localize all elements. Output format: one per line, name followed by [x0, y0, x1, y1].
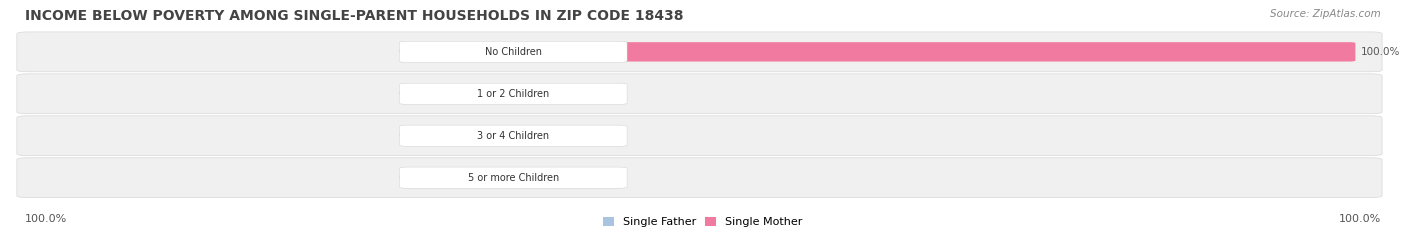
Text: 0.0%: 0.0% — [398, 173, 425, 183]
FancyBboxPatch shape — [399, 83, 627, 104]
Text: 0.0%: 0.0% — [398, 47, 425, 57]
Text: 1 or 2 Children: 1 or 2 Children — [477, 89, 550, 99]
FancyBboxPatch shape — [430, 168, 519, 187]
FancyBboxPatch shape — [508, 168, 582, 187]
Text: 100.0%: 100.0% — [1339, 214, 1381, 224]
FancyBboxPatch shape — [508, 84, 582, 103]
Text: 0.0%: 0.0% — [588, 173, 614, 183]
Text: 0.0%: 0.0% — [398, 131, 425, 141]
FancyBboxPatch shape — [399, 167, 627, 188]
Text: Source: ZipAtlas.com: Source: ZipAtlas.com — [1270, 9, 1381, 19]
Text: No Children: No Children — [485, 47, 541, 57]
FancyBboxPatch shape — [17, 158, 1382, 198]
FancyBboxPatch shape — [508, 42, 1355, 62]
Text: 0.0%: 0.0% — [398, 89, 425, 99]
FancyBboxPatch shape — [430, 126, 519, 145]
FancyBboxPatch shape — [399, 41, 627, 62]
FancyBboxPatch shape — [399, 125, 627, 146]
FancyBboxPatch shape — [430, 42, 519, 62]
Legend: Single Father, Single Mother: Single Father, Single Mother — [603, 217, 803, 227]
FancyBboxPatch shape — [508, 126, 582, 145]
FancyBboxPatch shape — [430, 84, 519, 103]
Text: 3 or 4 Children: 3 or 4 Children — [477, 131, 550, 141]
Text: 5 or more Children: 5 or more Children — [468, 173, 558, 183]
Text: INCOME BELOW POVERTY AMONG SINGLE-PARENT HOUSEHOLDS IN ZIP CODE 18438: INCOME BELOW POVERTY AMONG SINGLE-PARENT… — [25, 9, 683, 23]
FancyBboxPatch shape — [17, 116, 1382, 156]
Text: 100.0%: 100.0% — [25, 214, 67, 224]
Text: 0.0%: 0.0% — [588, 89, 614, 99]
FancyBboxPatch shape — [17, 74, 1382, 114]
FancyBboxPatch shape — [17, 32, 1382, 72]
Text: 0.0%: 0.0% — [588, 131, 614, 141]
Text: 100.0%: 100.0% — [1361, 47, 1400, 57]
